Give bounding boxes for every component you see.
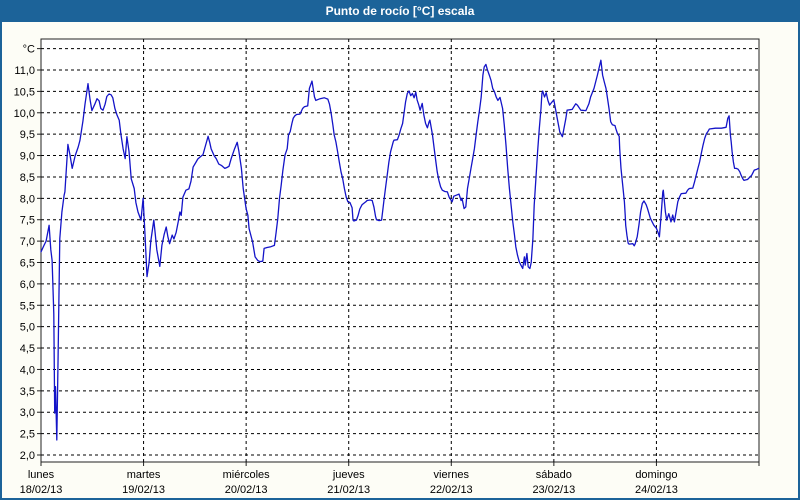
x-day-label: domingo bbox=[635, 469, 677, 481]
x-day-label: martes bbox=[127, 469, 161, 481]
x-day-label: miércoles bbox=[223, 469, 271, 481]
plot-area bbox=[40, 38, 760, 463]
y-tick-label: 5,5 bbox=[20, 300, 35, 312]
x-date-label: 24/02/13 bbox=[635, 484, 678, 496]
x-date-label: 19/02/13 bbox=[122, 484, 165, 496]
x-date-label: 23/02/13 bbox=[532, 484, 575, 496]
y-tick-label: 7,5 bbox=[20, 215, 35, 227]
y-tick-label: 7,0 bbox=[20, 236, 35, 248]
y-tick-label: 4,0 bbox=[20, 364, 35, 376]
x-date-label: 18/02/13 bbox=[20, 484, 63, 496]
x-date-label: 20/02/13 bbox=[225, 484, 268, 496]
y-tick-label: 3,0 bbox=[20, 407, 35, 419]
x-date-label: 21/02/13 bbox=[327, 484, 370, 496]
y-tick-label: 9,5 bbox=[20, 129, 35, 141]
x-day-label: jueves bbox=[332, 469, 365, 481]
x-day-label: viernes bbox=[434, 469, 470, 481]
y-tick-label: 11,0 bbox=[14, 65, 35, 77]
y-axis-unit-label: °C bbox=[23, 44, 35, 56]
y-tick-label: 6,5 bbox=[20, 258, 35, 270]
y-tick-label: 10,5 bbox=[14, 86, 35, 98]
y-tick-label: 2,5 bbox=[20, 429, 35, 441]
y-tick-label: 6,0 bbox=[20, 279, 35, 291]
x-day-label: lunes bbox=[28, 469, 55, 481]
y-tick-label: 8,0 bbox=[20, 193, 35, 205]
dewpoint-series-line bbox=[40, 59, 760, 441]
y-tick-label: 2,0 bbox=[20, 450, 35, 462]
y-tick-label: 10,0 bbox=[14, 108, 35, 120]
x-day-label: sábado bbox=[536, 469, 572, 481]
y-tick-label: 9,0 bbox=[20, 151, 35, 163]
x-date-label: 22/02/13 bbox=[430, 484, 473, 496]
y-tick-label: 8,5 bbox=[20, 172, 35, 184]
y-tick-label: 4,5 bbox=[20, 343, 35, 355]
title-bar bbox=[0, 0, 800, 22]
y-tick-label: 5,0 bbox=[20, 322, 35, 334]
y-tick-label: 3,5 bbox=[20, 386, 35, 398]
